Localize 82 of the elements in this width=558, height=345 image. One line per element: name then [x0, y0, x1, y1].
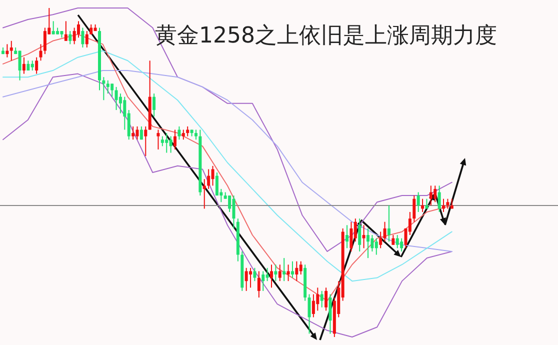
candlestick	[244, 267, 248, 292]
candlestick	[429, 185, 432, 206]
text: 黄金1258之上依旧是上涨周期力度	[155, 24, 497, 48]
candlestick	[262, 270, 265, 292]
candlestick	[274, 264, 278, 282]
candlestick	[316, 287, 320, 312]
candlestick	[102, 76, 106, 101]
candlestick	[30, 60, 34, 72]
candlestick	[396, 234, 399, 249]
candlestick	[10, 40, 13, 62]
candlestick	[160, 136, 164, 147]
candlestick	[392, 234, 395, 246]
candlestick	[136, 126, 139, 140]
candlestick	[266, 267, 269, 282]
candlestick	[207, 168, 210, 190]
candlestick	[253, 267, 256, 282]
candlestick	[257, 270, 260, 298]
candlestick	[90, 24, 93, 35]
candlestick	[18, 50, 22, 81]
candlestick	[232, 195, 236, 229]
candlestick	[178, 126, 181, 140]
candlestick	[68, 30, 72, 45]
candlestick	[434, 185, 437, 203]
candlestick	[421, 198, 424, 212]
candlestick	[81, 27, 84, 48]
candlestick	[387, 204, 390, 242]
candlestick	[114, 86, 118, 110]
candlestick	[35, 56, 38, 74]
candlestick	[400, 238, 404, 252]
candlestick	[328, 294, 332, 334]
candlestick	[77, 20, 80, 38]
candlestick	[85, 30, 88, 48]
candlestick	[186, 126, 190, 137]
candlestick	[182, 129, 185, 140]
candlestick	[152, 93, 156, 118]
candlestick	[324, 287, 328, 312]
candlestick	[312, 294, 315, 318]
candlestick	[270, 264, 273, 288]
candlestick	[39, 44, 42, 62]
candlestick	[249, 267, 252, 288]
candlestick	[442, 198, 446, 212]
candlestick	[346, 224, 349, 249]
candlestick	[156, 129, 160, 150]
candlestick	[362, 224, 366, 249]
candlestick	[144, 126, 148, 157]
candlestick	[446, 198, 450, 210]
candlestick	[169, 136, 172, 154]
candlestick	[383, 221, 386, 242]
candlestick	[366, 228, 370, 259]
candlestick	[358, 218, 362, 252]
candlestick	[215, 172, 218, 196]
candlestick	[350, 221, 353, 252]
candlestick	[374, 238, 378, 256]
candlestick	[174, 129, 177, 150]
candlestick	[286, 264, 290, 282]
candlestick	[278, 264, 282, 282]
candlestick	[299, 260, 302, 275]
candlestick	[132, 126, 135, 140]
candlestick	[290, 260, 294, 278]
candlestick	[202, 178, 206, 210]
candlestick	[194, 129, 198, 140]
candlestick	[64, 20, 68, 42]
candlestick	[22, 56, 26, 74]
candlestick	[370, 234, 374, 252]
candlestick	[72, 27, 76, 45]
candlestick	[295, 260, 298, 282]
candlestick	[118, 93, 122, 114]
candlestick	[320, 290, 324, 308]
candlestick	[106, 80, 110, 94]
candlestick	[379, 231, 382, 249]
candlestick	[211, 165, 214, 186]
candlestick	[43, 27, 46, 55]
candlestick	[282, 258, 286, 282]
candlestick	[110, 83, 114, 98]
candlestick	[52, 20, 55, 35]
candlestick	[416, 192, 420, 212]
candlestick	[140, 126, 143, 140]
candlestick	[165, 132, 168, 154]
candlestick	[308, 294, 311, 334]
candlestick	[6, 44, 9, 58]
candlestick	[412, 195, 416, 222]
candlestick	[438, 185, 441, 212]
